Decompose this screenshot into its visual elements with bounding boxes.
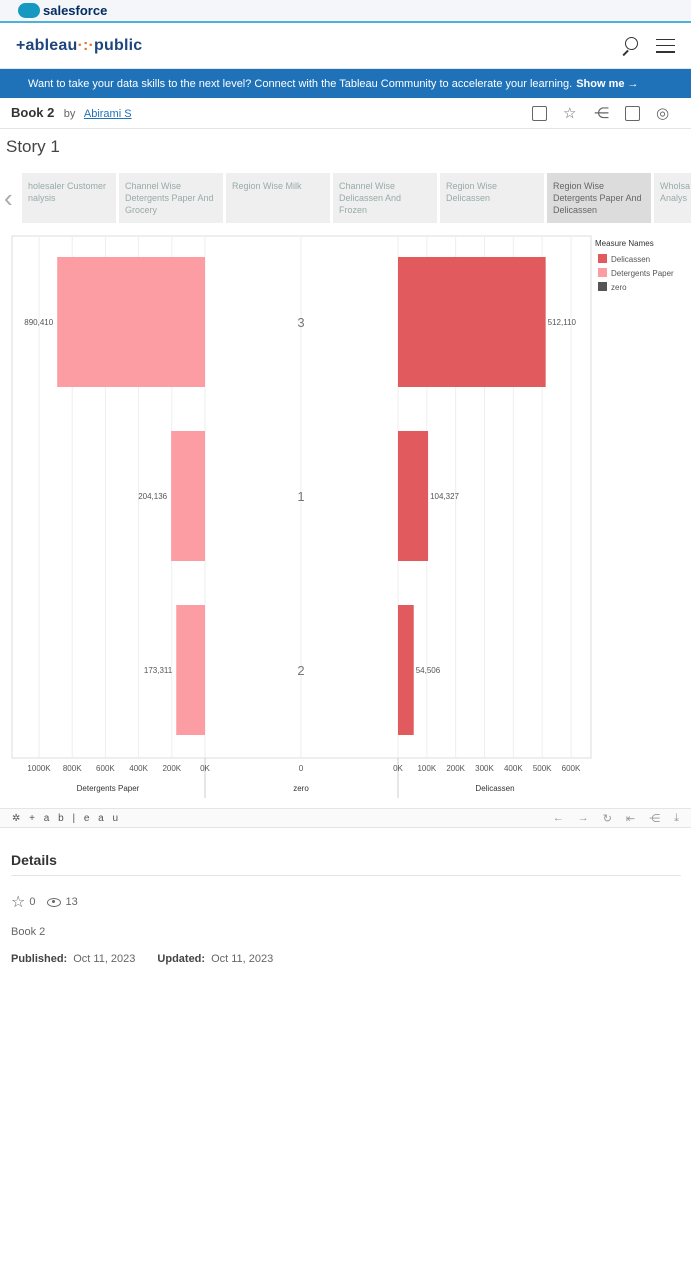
- legend-title: Measure Names: [595, 239, 654, 248]
- x-tick-label-right: 0K: [393, 764, 403, 773]
- salesforce-logo[interactable]: salesforce: [43, 3, 108, 18]
- favorite-icon[interactable]: ☆: [11, 894, 26, 911]
- legend-label: zero: [611, 283, 627, 292]
- x-tick-label-right: 300K: [475, 764, 494, 773]
- revert-icon[interactable]: ↻: [602, 812, 612, 825]
- data-label-delicassen: 104,327: [430, 492, 459, 501]
- viz-toolbar: ✲ + a b | e a u ← → ↻ ⇤ ⋲ ⤓: [0, 808, 691, 828]
- x-tick-label-left: 200K: [162, 764, 181, 773]
- x-tick-label-left: 1000K: [27, 764, 51, 773]
- story-tab-7[interactable]: Wholsa Analys: [654, 173, 691, 223]
- bar-detergents-paper: [171, 431, 205, 561]
- favorite-star-icon[interactable]: ☆: [563, 104, 577, 122]
- legend-swatch: [598, 282, 607, 291]
- story-tab-6-active[interactable]: Region Wise Detergents Paper And Delicas…: [547, 173, 651, 223]
- story-tab-5[interactable]: Region Wise Delicassen: [440, 173, 544, 223]
- legend-swatch: [598, 254, 607, 263]
- banner-text: Want to take your data skills to the nex…: [28, 77, 573, 90]
- bar-detergents-paper: [176, 605, 205, 735]
- story-title: Story 1: [6, 137, 60, 156]
- x-tick-label-right: 600K: [562, 764, 581, 773]
- axis-title-left: Detergents Paper: [77, 784, 140, 793]
- x-tick-label-right: 500K: [533, 764, 552, 773]
- bar-detergents-paper: [57, 257, 205, 387]
- chevron-left-icon[interactable]: ‹: [4, 183, 13, 213]
- book-by: by: [63, 108, 76, 120]
- book-header: Book 2 by Abirami S ☆ ⋲ ◎: [0, 98, 691, 129]
- book-author-link[interactable]: Abirami S: [83, 108, 132, 120]
- published-label: Published:: [11, 953, 68, 965]
- details-book-name: Book 2: [11, 926, 46, 938]
- x-tick-label-left: 0K: [200, 764, 210, 773]
- updated-date: Oct 11, 2023: [211, 953, 274, 965]
- published-date: Oct 11, 2023: [73, 953, 136, 965]
- salesforce-cloud-icon: [18, 3, 40, 18]
- chart-area: 1000K 800K 600K 400K 200K 0K 0K 100K 200K 300K 400…: [0, 233, 691, 808]
- x-tick-label-left: 800K: [63, 764, 82, 773]
- category-label: 1: [297, 489, 304, 504]
- toolbar-share-icon[interactable]: ⋲: [649, 812, 661, 825]
- bar-delicassen: [398, 431, 429, 561]
- promo-banner: Want to take your data skills to the nex…: [0, 69, 691, 98]
- data-label-detergents: 890,410: [24, 318, 53, 327]
- bar-delicassen: [398, 257, 546, 387]
- bar-delicassen: [398, 605, 414, 735]
- tableau-public-logo[interactable]: +ableau·:·public: [16, 36, 143, 54]
- x-tick-label-left: 400K: [129, 764, 148, 773]
- share-icon[interactable]: ⋲: [594, 104, 609, 122]
- data-label-delicassen: 512,110: [548, 318, 577, 327]
- legend-label: Delicassen: [611, 255, 650, 264]
- copy-icon[interactable]: [532, 105, 547, 121]
- toolbar-download-icon[interactable]: ⤓: [674, 811, 679, 824]
- legend-label: Detergents Paper: [611, 269, 674, 278]
- category-label: 2: [297, 663, 304, 678]
- data-label-delicassen: 54,506: [416, 666, 441, 675]
- x-tick-label-right: 200K: [446, 764, 465, 773]
- legend-swatch: [598, 268, 607, 277]
- axis-title-mid: zero: [293, 784, 309, 793]
- download-icon[interactable]: [625, 105, 640, 121]
- menu-icon[interactable]: [656, 38, 675, 53]
- story-tab-3[interactable]: Region Wise Milk: [226, 173, 330, 223]
- category-label: 3: [297, 315, 304, 330]
- data-label-detergents: 204,136: [138, 492, 167, 501]
- banner-show-me-link[interactable]: Show me →: [576, 77, 639, 90]
- story-tabs: ‹ holesaler Customer nalysis Channel Wis…: [0, 173, 691, 225]
- reset-icon[interactable]: ⇤: [625, 812, 636, 825]
- x-tick-label-mid: 0: [299, 764, 304, 773]
- badge-icon[interactable]: ◎: [656, 104, 670, 122]
- tableau-public-header: +ableau·:·public: [0, 23, 691, 69]
- bar-chart[interactable]: 1000K 800K 600K 400K 200K 0K 0K 100K 200K 300K 400…: [0, 233, 691, 808]
- story-tab-1[interactable]: holesaler Customer nalysis: [22, 173, 116, 223]
- redo-icon[interactable]: →: [577, 811, 589, 824]
- details-heading: Details: [11, 852, 681, 876]
- search-icon[interactable]: [620, 36, 638, 55]
- book-title: Book 2: [11, 105, 55, 120]
- salesforce-bar: salesforce: [0, 0, 691, 23]
- favorite-count: 0: [29, 896, 36, 908]
- data-label-detergents: 173,311: [144, 666, 173, 675]
- views-count: 13: [65, 896, 78, 908]
- axis-title-right: Delicassen: [475, 784, 514, 793]
- tableau-footer-logo[interactable]: ✲ + a b | e a u: [12, 812, 122, 824]
- updated-label: Updated:: [157, 953, 206, 965]
- x-tick-label-left: 600K: [96, 764, 115, 773]
- x-tick-label-right: 400K: [504, 764, 523, 773]
- views-icon: [47, 897, 62, 907]
- story-tab-4[interactable]: Channel Wise Delicassen And Frozen: [333, 173, 437, 223]
- x-tick-label-right: 100K: [417, 764, 436, 773]
- story-tab-2[interactable]: Channel Wise Detergents Paper And Grocer…: [119, 173, 223, 223]
- undo-icon[interactable]: ←: [552, 811, 564, 824]
- details-section: Details ☆ 0 13 Book 2 Published: Oct 11, 2…: [11, 852, 681, 965]
